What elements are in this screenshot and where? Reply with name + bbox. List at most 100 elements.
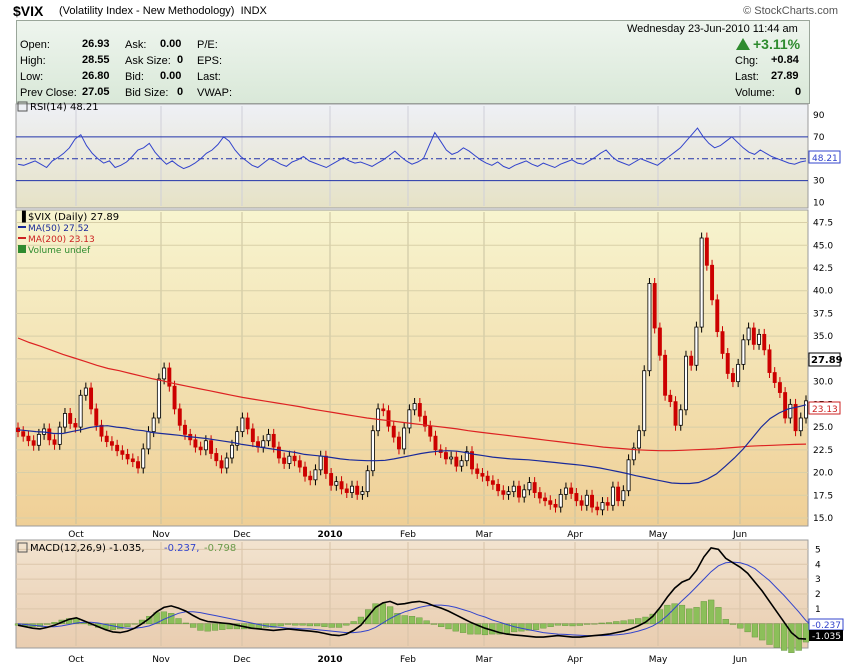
macd-series [14, 547, 814, 653]
macd-x-tick: Jun [732, 655, 747, 665]
macd-histogram-bar [277, 623, 284, 627]
high-value: 28.55 [82, 54, 110, 66]
macd-histogram-bar [744, 623, 751, 633]
candle-body [417, 403, 422, 417]
last-label-left: Last: [197, 71, 221, 83]
candle-body [78, 394, 83, 428]
candle-body [443, 452, 448, 460]
rsi-y-tick: 70 [813, 133, 825, 143]
macd-histogram-bar [671, 603, 678, 624]
candle-body [621, 490, 626, 502]
candle-body [699, 237, 704, 328]
price-y-tick: 17.5 [813, 491, 833, 501]
eps-label: EPS: [197, 55, 223, 67]
macd-histogram-bar [583, 623, 591, 625]
candle-body [804, 400, 808, 419]
candle-body [772, 372, 777, 383]
macd-histogram-bar [554, 623, 562, 626]
ma50-line [17, 404, 807, 485]
watermark: © StockCharts.com [743, 5, 838, 17]
ma200-last-text: 23.13 [812, 405, 838, 415]
candle-body [527, 482, 532, 491]
candle-body [595, 506, 600, 511]
quote-panel: Open: 26.93 High: 28.55 Low: 26.80 Prev … [16, 20, 810, 104]
candle-body [532, 482, 537, 493]
candle-body [647, 283, 652, 372]
candle-body [605, 502, 610, 506]
candle-body [574, 493, 579, 502]
candle-body [355, 485, 360, 495]
macd-x-tick: Feb [400, 655, 416, 665]
change-percent: +3.11% [753, 36, 801, 52]
macd-legend: MACD(12,26,9) -1.035, [30, 543, 145, 554]
rsi-series [16, 127, 808, 182]
candle-body [402, 427, 407, 450]
candle-body [261, 440, 266, 448]
macd-histogram-bar [211, 623, 219, 631]
price-y-tick: 42.5 [813, 264, 833, 274]
candle-body [475, 468, 480, 474]
macd-histogram-bar [766, 623, 773, 645]
candle-body [788, 403, 793, 419]
macd-histogram-bar [386, 606, 394, 624]
macd-histogram-bar [613, 621, 620, 624]
candle-body [323, 455, 328, 474]
rsi-last-label: 48.21 [808, 150, 841, 164]
candle-body [235, 431, 240, 446]
candle-body [36, 433, 41, 446]
chart-title-bar: $VIX (Volatility Index - New Methodology… [10, 0, 846, 20]
candle-body [537, 492, 542, 499]
candle-body [266, 433, 271, 442]
macd-histogram-bar [474, 623, 481, 635]
macd-histogram-bar [445, 623, 452, 630]
candle-body [637, 430, 641, 449]
macd-histogram-bar [540, 623, 547, 629]
prev-close-label: Prev Close: [20, 87, 77, 99]
candle-body [558, 493, 563, 508]
price-series [16, 232, 808, 516]
candle-body [407, 409, 412, 429]
macd-histogram-bar [569, 623, 576, 627]
volume-value: 0 [795, 86, 802, 98]
macd-histogram-bar [204, 623, 211, 632]
ma200-line [17, 337, 807, 452]
candle-body [725, 353, 730, 374]
candle-body [68, 413, 73, 424]
candle-body [396, 436, 401, 450]
macd-histogram-bar [408, 616, 416, 624]
macd-histogram-bar [656, 609, 664, 624]
macd-histogram-bar [620, 620, 627, 624]
candle-body [365, 470, 370, 493]
candle-body [433, 435, 438, 451]
candle-body [136, 461, 140, 469]
price-y-tick: 35.0 [813, 332, 833, 342]
axis-labels: Oct Oct Nov Nov Dec Dec 2010 2010 Feb Feb Mar Mar Ap… [68, 111, 833, 665]
candle-body [303, 466, 307, 477]
pe-label: P/E: [197, 39, 218, 51]
candle-body [757, 333, 761, 345]
macd-histogram-bar [350, 621, 357, 624]
candle-body [517, 485, 521, 498]
volume-label: Volume: [735, 87, 775, 99]
price-y-tick: 45.0 [813, 241, 833, 251]
candle-body [282, 457, 287, 464]
macd-histogram-bar [401, 615, 408, 624]
macd-histogram-bar [321, 623, 328, 627]
candle-body [485, 475, 490, 482]
candle-body [678, 409, 683, 426]
rsi-y-tick: 30 [813, 177, 825, 187]
open-label: Open: [20, 39, 50, 51]
candle-body [172, 385, 177, 410]
candle-body [511, 485, 516, 493]
candle-body [52, 439, 57, 445]
macd-histogram-bar [759, 623, 766, 641]
candle-body [214, 453, 219, 462]
candle-body [26, 435, 31, 442]
candle-body [689, 355, 694, 366]
candle-body [501, 490, 506, 495]
price-last-text: 27.89 [811, 355, 843, 366]
open-value: 26.93 [82, 38, 110, 50]
macd-histogram-bar [175, 618, 182, 624]
candle-body [579, 500, 584, 506]
price-x-tick: May [649, 530, 668, 540]
